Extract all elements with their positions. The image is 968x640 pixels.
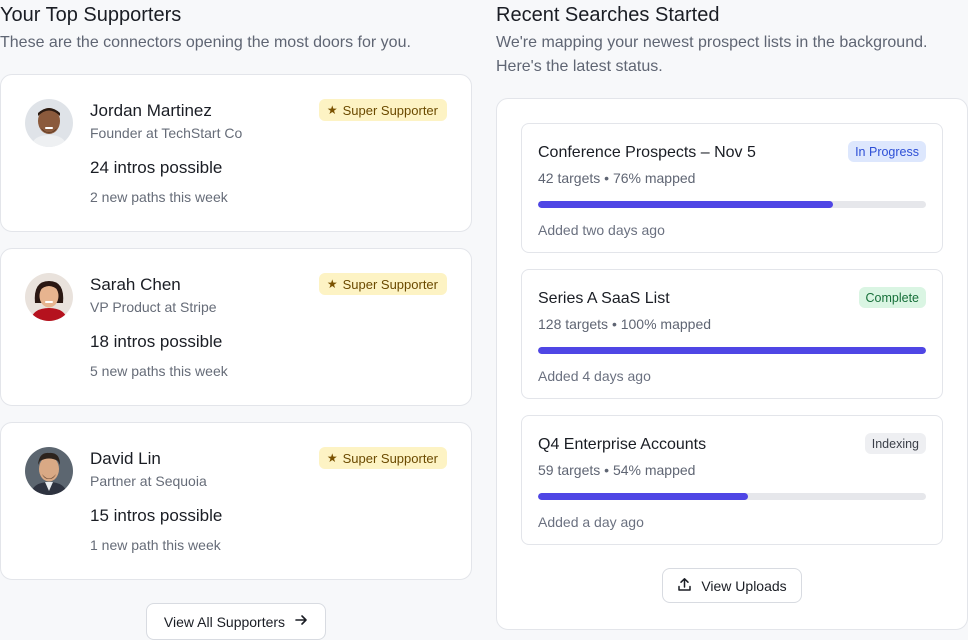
badge-label: Super Supporter <box>342 276 438 292</box>
supporter-card[interactable]: Sarah Chen VP Product at Stripe 18 intro… <box>0 248 472 406</box>
search-card[interactable]: Conference Prospects – Nov 5 42 targets … <box>521 123 943 253</box>
progress-fill <box>538 201 833 208</box>
section-subtitle: These are the connectors opening the mos… <box>0 34 411 51</box>
avatar <box>25 273 73 321</box>
upload-icon <box>677 577 692 595</box>
status-badge: In Progress <box>848 141 926 162</box>
avatar <box>25 99 73 147</box>
view-uploads-button[interactable]: View Uploads <box>662 568 802 603</box>
supporter-name: Sarah Chen <box>90 275 181 294</box>
super-supporter-badge: ★ Super Supporter <box>318 99 447 121</box>
supporter-role: VP Product at Stripe <box>90 299 217 315</box>
search-title: Conference Prospects – Nov 5 <box>538 144 756 161</box>
top-supporters-section: Your Top Supporters These are the connec… <box>0 0 472 640</box>
progress-fill <box>538 493 748 500</box>
search-added-time: Added two days ago <box>538 222 665 238</box>
supporter-name: David Lin <box>90 449 161 468</box>
search-added-time: Added 4 days ago <box>538 368 651 384</box>
view-all-label: View All Supporters <box>163 613 286 630</box>
search-card[interactable]: Q4 Enterprise Accounts 59 targets • 54% … <box>521 415 943 545</box>
progress-bar <box>538 347 926 354</box>
section-title: Your Top Supporters <box>0 4 182 26</box>
intros-count: 15 intros possible <box>90 506 223 525</box>
intros-count: 18 intros possible <box>90 332 223 351</box>
star-icon: ★ <box>326 103 338 117</box>
search-meta: 128 targets • 100% mapped <box>538 316 712 332</box>
search-title: Series A SaaS List <box>538 290 670 307</box>
supporter-name: Jordan Martinez <box>90 101 212 120</box>
supporter-role: Founder at TechStart Co <box>90 125 243 141</box>
search-title: Q4 Enterprise Accounts <box>538 436 707 453</box>
view-all-supporters-button[interactable]: View All Supporters <box>146 603 326 640</box>
status-badge: Indexing <box>864 433 926 454</box>
search-meta: 59 targets • 54% mapped <box>538 462 696 478</box>
badge-label: Super Supporter <box>342 102 438 118</box>
supporter-card[interactable]: Jordan Martinez Founder at TechStart Co … <box>0 74 472 232</box>
supporter-role: Partner at Sequoia <box>90 473 207 489</box>
arrow-right-icon <box>294 613 308 630</box>
intros-count: 24 intros possible <box>90 158 223 177</box>
view-uploads-label: View Uploads <box>701 577 787 594</box>
star-icon: ★ <box>326 451 338 465</box>
supporter-card[interactable]: David Lin Partner at Sequoia 15 intros p… <box>0 422 472 580</box>
progress-fill <box>538 347 926 354</box>
star-icon: ★ <box>326 277 338 291</box>
section-subtitle-line1: We're mapping your newest prospect lists… <box>496 34 928 51</box>
super-supporter-badge: ★ Super Supporter <box>318 447 447 469</box>
new-paths-text: 1 new path this week <box>90 537 221 553</box>
new-paths-text: 5 new paths this week <box>90 363 228 379</box>
super-supporter-badge: ★ Super Supporter <box>318 273 447 295</box>
progress-bar <box>538 201 926 208</box>
recent-searches-section: Recent Searches Started We're mapping yo… <box>496 0 968 630</box>
badge-label: Super Supporter <box>342 450 438 466</box>
progress-bar <box>538 493 926 500</box>
searches-panel: Conference Prospects – Nov 5 42 targets … <box>496 98 968 630</box>
status-badge: Complete <box>858 287 926 308</box>
search-meta: 42 targets • 76% mapped <box>538 170 696 186</box>
section-subtitle-line2: Here's the latest status. <box>496 58 663 75</box>
search-card[interactable]: Series A SaaS List 128 targets • 100% ma… <box>521 269 943 399</box>
section-title: Recent Searches Started <box>496 4 720 26</box>
new-paths-text: 2 new paths this week <box>90 189 228 205</box>
avatar <box>25 447 73 495</box>
search-added-time: Added a day ago <box>538 514 644 530</box>
